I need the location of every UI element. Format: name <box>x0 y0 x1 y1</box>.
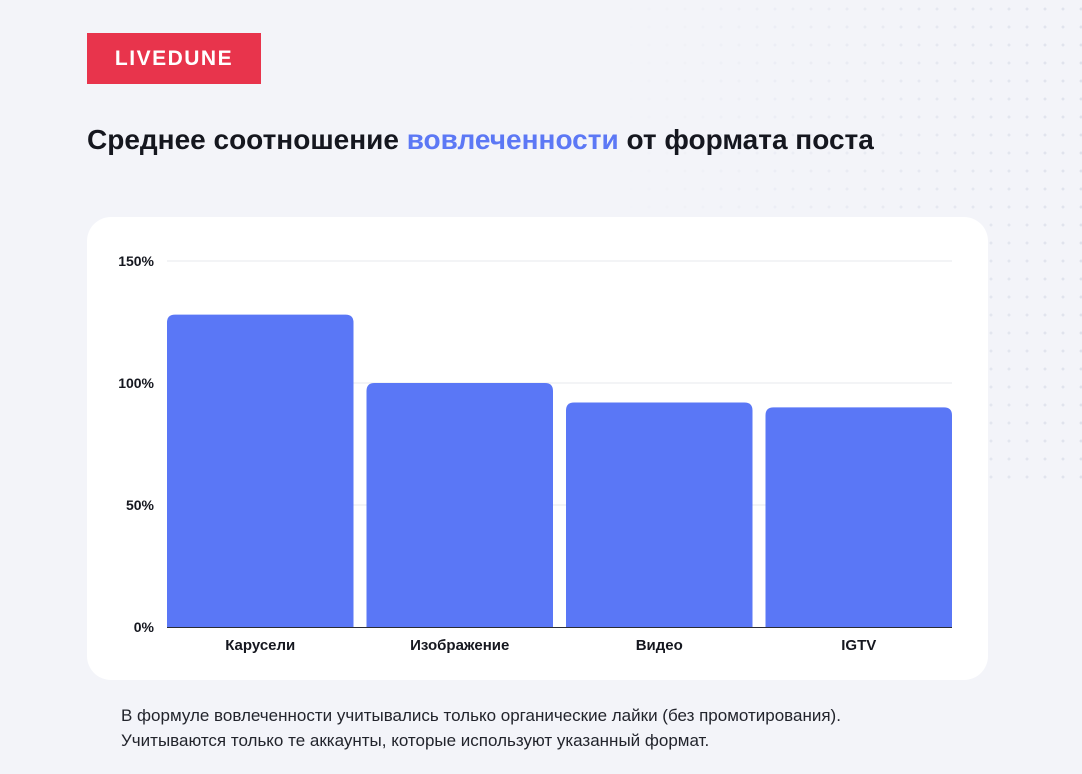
bar-3 <box>566 402 753 627</box>
bar-chart: 0% 50% 100% 150% Карусели Изображение Видео IGT… <box>118 253 952 654</box>
y-tick-label: 0% <box>134 619 155 635</box>
bar-4 <box>765 407 952 627</box>
x-tick-label: Видео <box>636 637 683 654</box>
title-suffix: от формата поста <box>618 124 874 155</box>
footnote-line-1: В формуле вовлеченности учитывались толь… <box>121 706 841 725</box>
logo-text: LIVEDUNE <box>114 46 234 70</box>
x-tick-label: IGTV <box>841 637 876 654</box>
page-title: Среднее соотношение вовлеченности от фор… <box>87 124 874 156</box>
x-tick-label: Карусели <box>225 637 295 654</box>
chart-card: 0% 50% 100% 150% Карусели Изображение Видео IGT… <box>87 217 988 680</box>
bar-1 <box>167 314 354 627</box>
x-tick-label: Изображение <box>410 637 509 654</box>
livedune-logo: LIVEDUNE <box>87 33 261 84</box>
bar-2 <box>366 383 553 627</box>
footnote-line-2: Учитываются только те аккаунты, которые … <box>121 731 710 750</box>
title-highlight: вовлеченности <box>406 124 619 155</box>
y-tick-label: 100% <box>118 375 154 391</box>
footnote: В формуле вовлеченности учитывались толь… <box>121 703 841 753</box>
y-tick-label: 150% <box>118 253 154 269</box>
title-prefix: Среднее соотношение <box>87 124 407 155</box>
y-tick-label: 50% <box>126 497 155 513</box>
